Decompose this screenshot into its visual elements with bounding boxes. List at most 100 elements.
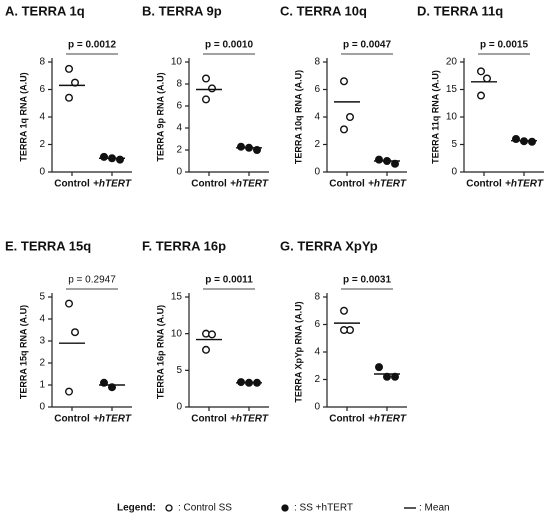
open-point [340, 326, 349, 335]
open-point [346, 112, 355, 121]
x-tick-label: +hTERT [93, 414, 132, 425]
open-point [207, 330, 216, 339]
panel-title: F. TERRA 16p [142, 238, 226, 253]
y-tick-label: 6 [314, 84, 320, 95]
open-point [201, 95, 210, 104]
y-tick-label: 10 [171, 328, 183, 339]
y-tick-label: 0 [314, 167, 320, 178]
x-tick-label: +hTERT [505, 179, 544, 190]
y-tick-label: 8 [39, 57, 45, 68]
open-point [201, 74, 210, 83]
y-tick-label: 2 [314, 374, 320, 385]
legend-title: Legend: [117, 503, 156, 514]
y-axis-label: TERRA 10q RNA (A.U) [293, 70, 303, 164]
p-value: p = 0.0015 [480, 40, 529, 51]
p-value: p = 0.0011 [205, 275, 253, 286]
filled-point [115, 155, 124, 164]
open-point [64, 64, 73, 73]
y-axis-label: TERRA 11q RNA (A.U) [430, 70, 440, 164]
filled-point [99, 152, 108, 161]
y-tick-label: 4 [314, 347, 320, 358]
p-value: p = 0.0010 [205, 40, 254, 51]
x-tick-label: Control [329, 179, 365, 190]
legend-marker [281, 504, 289, 512]
y-tick-label: 4 [314, 112, 320, 123]
legend-label: : Control SS [178, 503, 232, 514]
y-tick-label: 6 [176, 101, 182, 112]
y-axis-label: TERRA 1q RNA (A.U) [18, 72, 28, 161]
x-tick-label: Control [191, 179, 227, 190]
y-tick-label: 6 [39, 84, 45, 95]
x-tick-label: Control [191, 414, 227, 425]
panel-title: B. TERRA 9p [142, 3, 222, 18]
p-value: p = 0.0047 [343, 40, 392, 51]
y-axis-label: TERRA 9p RNA (A.U) [155, 72, 165, 161]
y-tick-label: 8 [314, 57, 320, 68]
filled-point [375, 155, 384, 164]
y-tick-label: 15 [446, 84, 458, 95]
y-tick-label: 8 [314, 292, 320, 303]
open-point [70, 328, 79, 337]
p-value: p = 0.2947 [68, 275, 116, 286]
filled-point [528, 137, 537, 146]
panel-title: E. TERRA 15q [5, 238, 91, 253]
y-axis-label: TERRA 16p RNA (A.U) [155, 305, 165, 399]
p-value: p = 0.0031 [343, 275, 392, 286]
y-tick-label: 4 [39, 314, 45, 325]
y-axis-label: TERRA 15q RNA (A.U) [18, 305, 28, 399]
y-tick-label: 5 [451, 139, 457, 150]
y-tick-label: 5 [39, 292, 45, 303]
p-value: p = 0.0012 [68, 40, 117, 51]
open-point [64, 299, 73, 308]
x-tick-label: +hTERT [368, 179, 407, 190]
x-tick-label: +hTERT [230, 414, 269, 425]
x-tick-label: Control [329, 414, 365, 425]
y-tick-label: 5 [176, 365, 182, 376]
y-tick-label: 6 [314, 319, 320, 330]
filled-point [236, 378, 245, 387]
open-point [340, 125, 349, 134]
x-tick-label: Control [54, 179, 90, 190]
panel-title: D. TERRA 11q [417, 3, 503, 18]
y-tick-label: 8 [176, 79, 182, 90]
legend-label: : Mean [419, 503, 450, 514]
y-tick-label: 0 [39, 167, 45, 178]
y-tick-label: 0 [39, 402, 45, 413]
x-tick-label: +hTERT [93, 179, 132, 190]
y-tick-label: 10 [171, 57, 183, 68]
y-tick-label: 0 [451, 167, 457, 178]
panel-title: A. TERRA 1q [5, 3, 85, 18]
filled-point [375, 363, 384, 372]
x-tick-label: Control [54, 414, 90, 425]
y-tick-label: 10 [446, 112, 458, 123]
open-point [483, 74, 492, 83]
y-tick-label: 1 [39, 380, 45, 391]
y-axis-label: TERRA XpYp RNA (A.U) [293, 301, 303, 402]
y-tick-label: 4 [176, 123, 182, 134]
open-point [64, 387, 73, 396]
y-tick-label: 20 [446, 57, 458, 68]
y-tick-label: 2 [39, 139, 45, 150]
x-tick-label: +hTERT [230, 179, 269, 190]
open-point [201, 345, 210, 354]
y-tick-label: 2 [314, 139, 320, 150]
y-tick-label: 2 [176, 145, 182, 156]
y-tick-label: 0 [176, 167, 182, 178]
panel-title: C. TERRA 10q [280, 3, 367, 18]
x-tick-label: Control [466, 179, 502, 190]
y-tick-label: 3 [39, 336, 45, 347]
y-tick-label: 0 [314, 402, 320, 413]
y-tick-label: 4 [39, 112, 45, 123]
y-tick-label: 0 [176, 402, 182, 413]
legend-marker [165, 504, 173, 512]
open-point [340, 306, 349, 315]
open-point [477, 67, 486, 76]
open-point [64, 93, 73, 102]
open-point [340, 77, 349, 86]
filled-point [236, 142, 245, 151]
y-tick-label: 15 [171, 292, 183, 303]
legend-label: : SS +hTERT [294, 503, 353, 514]
open-point [477, 91, 486, 100]
y-tick-label: 2 [39, 358, 45, 369]
